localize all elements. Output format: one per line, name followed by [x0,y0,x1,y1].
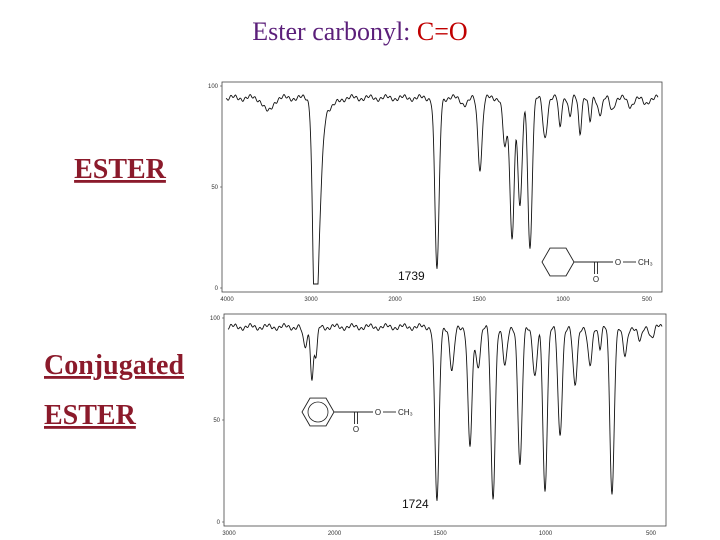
title-highlight: C=O [417,17,468,46]
x-tick-label: 3000 [222,531,236,537]
x-tick-label: 2000 [328,531,342,537]
y-tick-label: 100 [210,316,221,322]
title-text: Ester carbonyl: [252,17,410,46]
panel-label: ESTER [44,400,137,431]
peak-label: 1739 [398,269,425,283]
peak-label: 1724 [402,497,429,511]
x-tick-label: 500 [642,297,653,303]
x-tick-label: 1500 [472,297,486,303]
x-tick-label: 1000 [539,531,553,537]
atom-label: O [353,425,359,434]
x-tick-label: 2000 [388,297,402,303]
ring [541,247,575,277]
y-tick-label: 0 [215,286,219,292]
ring [301,397,335,427]
y-tick-label: 100 [208,84,219,90]
atom-label: CH₃ [638,258,653,267]
x-tick-label: 4000 [220,297,234,303]
aromatic-ring [307,401,329,423]
atom-label: O [593,275,599,284]
y-tick-label: 50 [211,185,218,191]
spectrum-curve [227,322,663,501]
y-tick-label: 50 [213,418,220,424]
spectrum-curve [225,93,659,285]
atom-label: CH₃ [398,408,413,417]
title: Ester carbonyl: C=O [252,17,467,46]
atom-label: O [375,408,381,417]
x-tick-label: 3000 [304,297,318,303]
panel-label: ESTER [74,154,167,185]
atom-label: O [615,258,621,267]
x-tick-label: 1000 [556,297,570,303]
x-tick-label: 500 [646,531,657,537]
x-tick-label: 1500 [433,531,447,537]
panel-label: Conjugated [44,350,184,381]
y-tick-label: 0 [217,520,221,526]
